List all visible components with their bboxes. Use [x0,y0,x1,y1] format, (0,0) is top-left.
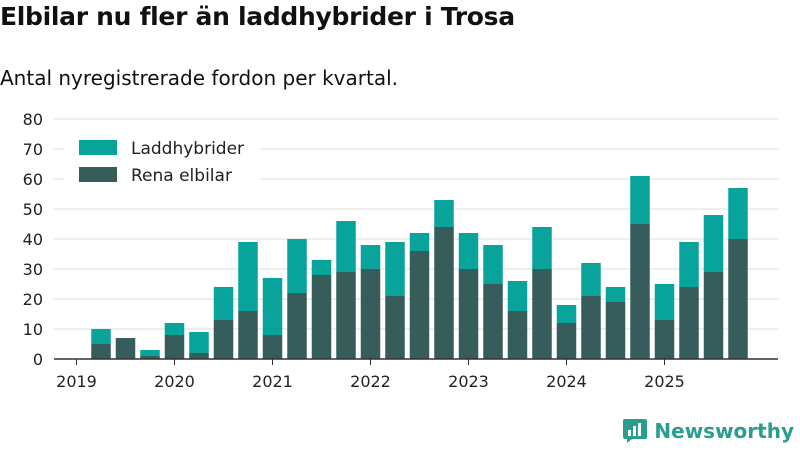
y-tick-label: 70 [23,140,43,159]
bar-laddhybrider [262,278,283,335]
bar-rena-elbilar [409,251,430,359]
bar-rena-elbilar [385,296,405,359]
bar-laddhybrider [434,200,454,227]
bar-rena-elbilar [654,320,675,359]
x-tick-label: 2023 [448,372,489,391]
brand-name: Newsworthy [654,419,794,443]
legend-swatch [79,167,117,182]
legend-label: Rena elbilar [131,166,232,186]
legend: Laddhybrider Rena elbilar [64,131,260,186]
bar-laddhybrider [409,233,430,251]
x-tick-label: 2022 [350,372,391,391]
bar-laddhybrider [728,188,748,239]
bar-rena-elbilar [630,224,650,359]
y-tick-label: 20 [23,290,43,309]
x-tick-label: 2024 [546,372,587,391]
bar-laddhybrider [189,332,209,353]
bar-rena-elbilar [434,227,454,359]
bar-laddhybrider [385,242,405,296]
bar-rena-elbilar [311,275,332,359]
bar-rena-elbilar [164,335,185,359]
bar-rena-elbilar [140,356,160,359]
bar-laddhybrider [311,260,332,275]
bar-laddhybrider [238,242,258,311]
bars [91,176,748,359]
bar-laddhybrider [164,323,185,335]
bar-rena-elbilar [115,338,136,359]
bar-laddhybrider [605,287,626,302]
bar-rena-elbilar [483,284,503,359]
bar-laddhybrider [654,284,675,320]
bar-laddhybrider [140,350,160,356]
x-tick-label: 2019 [56,372,97,391]
newsworthy-logo-icon [623,419,648,443]
x-tick-label: 2020 [154,372,195,391]
y-tick-label: 40 [23,230,43,249]
bar-laddhybrider [581,263,601,296]
bar-rena-elbilar [238,311,258,359]
bar-rena-elbilar [728,239,748,359]
legend-label: Laddhybrider [131,139,244,159]
chart-title: Elbilar nu fler än laddhybrider i Trosa [0,2,515,31]
y-tick-label: 50 [23,200,43,219]
y-tick-label: 10 [23,320,43,339]
bar-laddhybrider [336,221,356,272]
bar-rena-elbilar [91,344,111,359]
bar-laddhybrider [483,245,503,284]
bar-laddhybrider [213,287,234,320]
x-tick-label: 2021 [252,372,293,391]
y-axis: 0 10 20 30 40 50 60 70 80 [23,110,43,369]
bar-laddhybrider [556,305,577,323]
legend-swatch [79,140,117,155]
bar-laddhybrider [703,215,724,272]
chart-subtitle: Antal nyregistrerade fordon per kvartal. [0,66,399,90]
bar-rena-elbilar [605,302,626,359]
bar-rena-elbilar [336,272,356,359]
bar-rena-elbilar [556,323,577,359]
bar-rena-elbilar [262,335,283,359]
bar-rena-elbilar [581,296,601,359]
bar-laddhybrider [91,329,111,344]
bar-rena-elbilar [287,293,307,359]
bar-rena-elbilar [360,269,381,359]
bar-laddhybrider [532,227,552,269]
bar-laddhybrider [507,281,528,311]
y-tick-label: 30 [23,260,43,279]
bar-rena-elbilar [213,320,234,359]
bar-rena-elbilar [458,269,479,359]
y-tick-label: 60 [23,170,43,189]
bar-laddhybrider [630,176,650,224]
bar-rena-elbilar [679,287,699,359]
y-tick-label: 0 [33,350,43,369]
bar-rena-elbilar [703,272,724,359]
bar-rena-elbilar [189,353,209,359]
bar-laddhybrider [287,239,307,293]
brand-logo: Newsworthy [622,418,794,444]
bar-rena-elbilar [507,311,528,359]
x-axis: 2019 2020 2021 2022 2023 2024 2025 [54,358,778,391]
bar-laddhybrider [360,245,381,269]
bar-rena-elbilar [532,269,552,359]
bar-laddhybrider [679,242,699,287]
x-tick-label: 2025 [644,372,685,391]
bar-laddhybrider [458,233,479,269]
y-tick-label: 80 [23,110,43,129]
